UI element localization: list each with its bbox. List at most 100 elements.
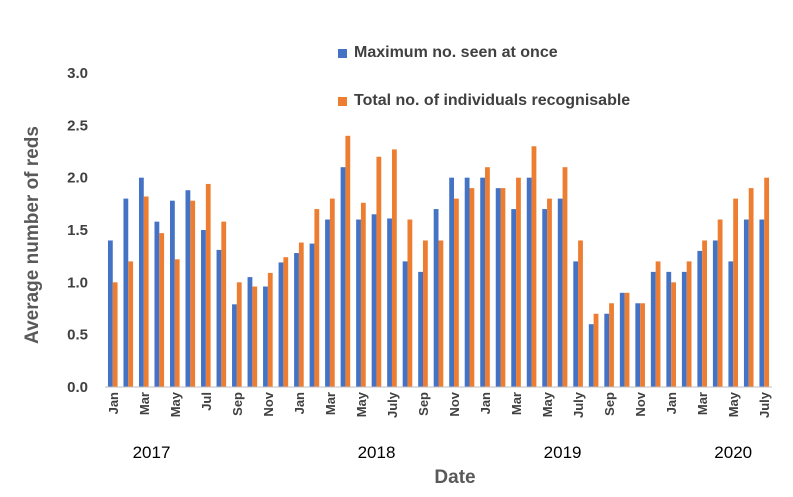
bar-series-2: [298, 242, 304, 387]
bar-series-2: [748, 188, 754, 387]
year-label: 2017: [133, 443, 171, 462]
bar-series-1: [635, 303, 641, 387]
x-tick-label: July: [757, 391, 772, 418]
bar-series-2: [190, 200, 196, 387]
bar-series-1: [464, 177, 470, 387]
x-tick-label: May: [726, 391, 741, 417]
bar-series-2: [717, 219, 723, 387]
bar-series-1: [418, 271, 423, 387]
bar-series-1: [216, 249, 222, 387]
bar-series-2: [376, 156, 382, 387]
legend-swatch-series-1: [338, 49, 347, 58]
x-tick-label: Mar: [137, 392, 152, 415]
x-tick-label: July: [385, 391, 400, 418]
bar-series-1: [650, 271, 656, 387]
x-tick-label: Nov: [261, 391, 276, 416]
bar-series: [107, 135, 770, 387]
bar-series-1: [433, 209, 439, 387]
bar-series-1: [666, 271, 672, 387]
bar-series-1: [278, 262, 284, 387]
y-tick-label: 2.0: [67, 170, 88, 187]
legend-label: Maximum no. seen at once: [354, 44, 558, 61]
bar-series-2: [221, 221, 227, 387]
bar-series-2: [764, 177, 770, 387]
bar-series-2: [391, 149, 397, 387]
x-tick-label: May: [540, 391, 555, 417]
bar-series-1: [263, 286, 268, 387]
x-tick-label: July: [571, 391, 586, 418]
x-tick-label: Nov: [633, 391, 648, 416]
bar-series-1: [728, 261, 734, 387]
bar-series-2: [640, 303, 645, 387]
y-tick-label: 2.5: [67, 117, 88, 134]
bar-series-2: [283, 257, 289, 387]
bar-series-1: [712, 240, 718, 387]
bar-series-2: [516, 177, 521, 387]
y-axis-ticks: 0.0 0.5 1.0 1.5 2.0 2.5 3.0: [67, 65, 88, 396]
x-tick-label: Mar: [695, 392, 710, 415]
bar-series-1: [170, 200, 175, 387]
bar-series-1: [371, 214, 377, 387]
bar-series-2: [345, 135, 351, 387]
bar-series-1: [185, 190, 191, 387]
bar-series-2: [205, 183, 211, 387]
bar-series-2: [733, 198, 739, 387]
bar-series-2: [500, 188, 506, 387]
y-tick-label: 0.5: [67, 327, 88, 344]
bar-series-2: [329, 198, 335, 387]
x-tick-label: Jan: [664, 392, 679, 414]
bar-series-1: [107, 240, 113, 387]
y-axis-title: Average number of reds: [22, 126, 43, 344]
bar-series-1: [557, 198, 563, 387]
bar-series-2: [562, 167, 568, 387]
bar-series-2: [360, 202, 366, 387]
bar-series-1: [402, 261, 408, 387]
x-tick-label: Jan: [106, 392, 121, 414]
bar-series-1: [480, 177, 486, 387]
bar-series-1: [495, 188, 501, 387]
bar-series-1: [325, 219, 330, 387]
year-label: 2020: [714, 443, 752, 462]
bar-series-2: [112, 282, 118, 387]
bar-series-1: [154, 221, 160, 387]
x-tick-label: Mar: [323, 392, 338, 415]
bar-series-2: [438, 240, 444, 387]
bar-series-1: [743, 219, 749, 387]
x-tick-label: Jul: [199, 392, 214, 411]
bar-series-1: [681, 271, 687, 387]
bar-series-1: [604, 313, 610, 387]
bar-series-1: [697, 250, 703, 387]
x-tick-label: May: [168, 391, 183, 417]
bar-series-2: [159, 233, 165, 387]
bar-series-1: [387, 218, 392, 387]
bar-series-2: [485, 167, 490, 387]
bar-series-2: [236, 282, 242, 387]
bar-series-1: [247, 277, 253, 387]
bar-series-2: [143, 196, 149, 387]
bar-series-2: [609, 303, 614, 387]
bar-series-1: [759, 219, 765, 387]
bar-series-2: [314, 209, 320, 387]
x-tick-label: Nov: [447, 391, 462, 416]
legend: Maximum no. seen at once Total no. of ind…: [338, 44, 630, 109]
bar-series-1: [526, 177, 532, 387]
bar-series-2: [267, 272, 273, 387]
year-label: 2018: [358, 443, 396, 462]
bar-series-1: [201, 230, 206, 387]
year-label: 2019: [544, 443, 582, 462]
y-tick-label: 0.0: [67, 379, 88, 396]
bar-series-2: [547, 198, 552, 387]
bar-series-2: [469, 188, 475, 387]
bar-series-1: [619, 292, 625, 387]
bar-series-1: [232, 304, 237, 387]
bar-series-2: [593, 313, 599, 387]
bar-series-2: [174, 259, 180, 387]
bar-series-1: [309, 243, 315, 387]
x-tick-label: Jan: [292, 392, 307, 414]
y-tick-label: 1.0: [67, 274, 88, 291]
x-tick-label: Sep: [416, 392, 431, 416]
bar-series-2: [624, 292, 630, 387]
bar-series-1: [588, 324, 594, 387]
bar-series-2: [671, 282, 676, 387]
bar-series-1: [294, 253, 299, 387]
